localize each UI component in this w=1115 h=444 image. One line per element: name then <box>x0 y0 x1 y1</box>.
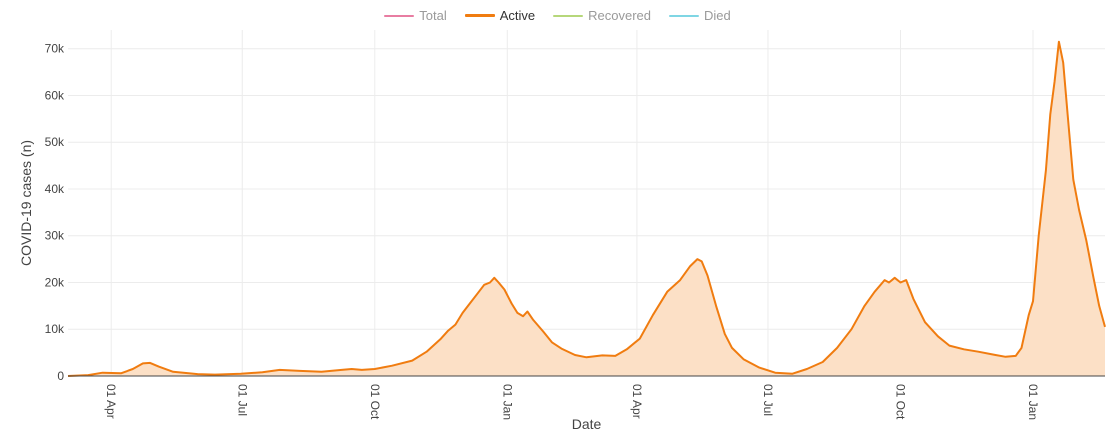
y-tick-label: 0 <box>57 369 64 383</box>
y-tick-label: 50k <box>45 135 65 149</box>
y-axis-title: COVID-19 cases (n) <box>18 140 34 266</box>
legend-swatch <box>669 14 699 17</box>
x-tick-label: 01 Apr <box>104 384 118 419</box>
x-axis-title: Date <box>572 416 602 432</box>
legend-item-died[interactable]: Died <box>669 8 731 23</box>
legend-item-active[interactable]: Active <box>464 8 536 23</box>
x-tick-label: 01 Apr <box>630 384 644 419</box>
x-tick-label: 01 Jul <box>761 384 775 416</box>
chart-legend: Total Active Recovered Died <box>0 8 1115 23</box>
y-tick-label: 40k <box>45 182 65 196</box>
legend-swatch <box>464 14 495 17</box>
legend-item-recovered[interactable]: Recovered <box>553 8 651 23</box>
y-tick-label: 60k <box>45 88 65 102</box>
y-tick-label: 20k <box>45 275 65 289</box>
y-tick-label: 70k <box>45 42 65 56</box>
x-tick-label: 01 Jan <box>1026 384 1040 420</box>
legend-swatch <box>384 14 415 17</box>
x-tick-label: 01 Oct <box>368 384 382 420</box>
legend-label: Recovered <box>588 8 651 23</box>
legend-swatch <box>553 14 584 17</box>
legend-label: Died <box>704 8 731 23</box>
x-tick-label: 01 Oct <box>893 384 907 420</box>
y-tick-label: 30k <box>45 229 65 243</box>
legend-label: Total <box>419 8 447 23</box>
x-tick-label: 01 Jan <box>500 384 514 420</box>
x-tick-label: 01 Jul <box>235 384 249 416</box>
active-series-line <box>67 40 1106 377</box>
y-tick-label: 10k <box>45 322 65 336</box>
active-area-fill <box>68 41 1105 376</box>
legend-label: Active <box>499 8 536 23</box>
legend-item-total[interactable]: Total <box>384 8 447 23</box>
